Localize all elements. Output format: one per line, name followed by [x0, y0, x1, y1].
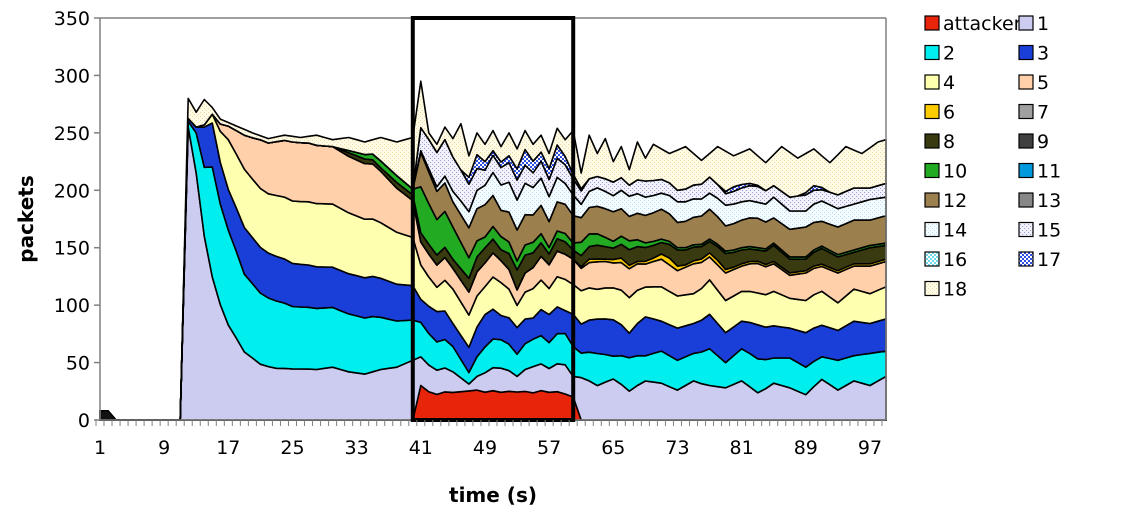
legend-label-9: 9 [1037, 131, 1049, 153]
area-series-start-blip [99, 410, 118, 421]
x-tick-label: 41 [409, 437, 433, 459]
y-tick-label: 100 [54, 295, 90, 317]
legend-swatch-14 [924, 221, 940, 238]
legend-swatch-15 [1018, 221, 1034, 238]
legend-swatch-13 [1018, 192, 1034, 208]
legend-label-11: 11 [1037, 161, 1061, 183]
x-tick-label: 33 [345, 437, 369, 459]
legend-swatch-4 [924, 74, 940, 90]
legend-label-4: 4 [943, 72, 955, 94]
legend-swatch-8 [924, 133, 940, 149]
x-tick-label: 65 [601, 437, 625, 459]
legend-swatch-9 [1018, 133, 1034, 149]
legend-swatch-5 [1018, 74, 1034, 90]
x-tick-label: 57 [537, 437, 561, 459]
x-tick-label: 9 [158, 437, 170, 459]
legend-label-8: 8 [943, 131, 955, 153]
legend-label-16: 16 [943, 249, 967, 271]
x-axis-title: time (s) [449, 483, 537, 507]
legend-swatch-12 [924, 192, 940, 208]
legend-swatch-11 [1018, 162, 1034, 179]
x-tick-label: 89 [794, 437, 818, 459]
legend-swatch-2 [924, 44, 940, 61]
legend-label-6: 6 [943, 102, 955, 124]
legend-label-3: 3 [1037, 43, 1049, 65]
y-tick-label: 250 [54, 123, 90, 145]
y-tick-label: 350 [54, 8, 90, 30]
legend-swatch-attacker [924, 15, 940, 31]
legend-swatch-17 [1018, 251, 1034, 267]
legend-label-15: 15 [1037, 220, 1061, 242]
legend-swatch-6 [924, 103, 940, 120]
legend-label-attacker: attacker [943, 13, 1022, 35]
x-tick-label: 17 [216, 437, 240, 459]
legend-label-10: 10 [943, 161, 967, 183]
legend-label-18: 18 [943, 279, 967, 301]
y-tick-label: 200 [54, 180, 90, 202]
legend-swatch-16 [924, 251, 940, 267]
legend-label-14: 14 [943, 220, 967, 242]
legend-swatch-1 [1018, 15, 1034, 31]
legend-swatch-3 [1018, 44, 1034, 61]
legend-label-7: 7 [1037, 102, 1049, 124]
legend-label-5: 5 [1037, 72, 1049, 94]
y-axis-title: packets [14, 175, 38, 262]
legend-label-13: 13 [1037, 190, 1061, 212]
legend-label-2: 2 [943, 43, 955, 65]
legend-swatch-7 [1018, 103, 1034, 120]
x-tick-label: 97 [858, 437, 882, 459]
legend-label-17: 17 [1037, 249, 1061, 271]
y-tick-label: 50 [66, 353, 90, 375]
attack-window-box [410, 16, 576, 422]
x-tick-label: 73 [665, 437, 689, 459]
y-tick-label: 0 [78, 410, 90, 432]
y-tick-label: 150 [54, 238, 90, 260]
legend-swatch-18 [924, 280, 940, 297]
x-tick-label: 1 [94, 437, 106, 459]
x-tick-label: 49 [473, 437, 497, 459]
y-tick-label: 300 [54, 65, 90, 87]
legend-label-1: 1 [1037, 13, 1049, 35]
legend-label-12: 12 [943, 190, 967, 212]
legend-swatch-10 [924, 162, 940, 179]
x-tick-label: 25 [280, 437, 304, 459]
x-tick-label: 81 [730, 437, 754, 459]
